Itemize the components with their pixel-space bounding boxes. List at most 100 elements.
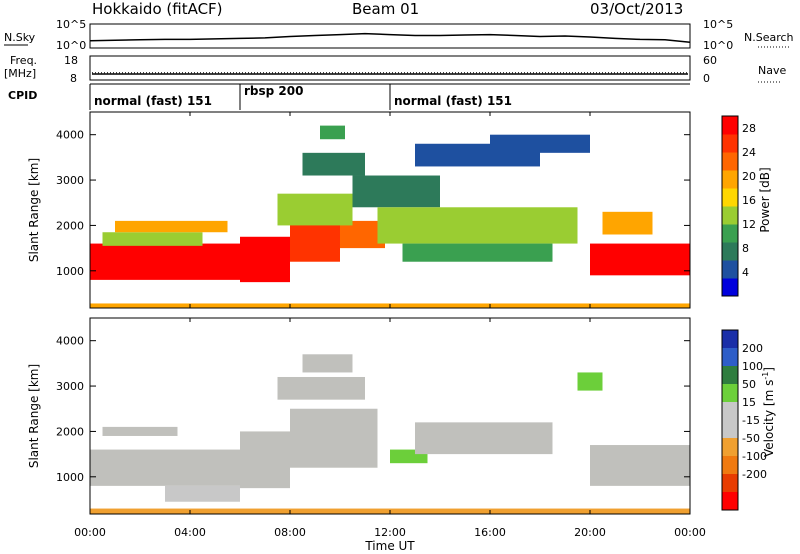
colorbar-tick-label: 15 xyxy=(742,396,756,409)
nave-tick-top: 60 xyxy=(703,54,717,67)
heatmap-region xyxy=(590,445,690,486)
heatmap-region xyxy=(165,485,240,502)
heatmap-region xyxy=(490,134,590,153)
velocity-colorbar-title: Velocity [m s-1] xyxy=(761,367,776,457)
x-tick-label: 00:00 xyxy=(74,526,106,539)
heatmap-region xyxy=(115,220,228,233)
colorbar-swatch xyxy=(722,420,738,439)
heatmap-region xyxy=(590,243,690,276)
nave-label: Nave xyxy=(758,64,786,77)
colorbar-swatch xyxy=(722,492,738,511)
heatmap-region xyxy=(377,207,578,244)
cpid-segment-label: normal (fast) 151 xyxy=(394,94,512,108)
y-tick-label: 1000 xyxy=(56,471,84,484)
date-title: 03/Oct/2013 xyxy=(590,0,683,18)
heatmap-region xyxy=(277,376,365,400)
colorbar-swatch xyxy=(722,188,738,207)
colorbar-swatch xyxy=(722,438,738,457)
heatmap-region xyxy=(102,232,203,246)
nsky-label: N.Sky xyxy=(4,31,36,44)
colorbar-swatch xyxy=(722,242,738,261)
heatmap-region xyxy=(352,175,440,208)
colorbar-tick-label: -15 xyxy=(742,414,760,427)
freq-label: Freq. xyxy=(10,54,37,67)
heatmap-region xyxy=(90,449,240,486)
colorbar-tick-label: -100 xyxy=(742,450,767,463)
beam-title: Beam 01 xyxy=(352,0,419,18)
colorbar-tick-label: 28 xyxy=(742,122,756,135)
x-tick-label: 12:00 xyxy=(374,526,406,539)
colorbar-swatch xyxy=(722,384,738,403)
heatmap-region xyxy=(240,431,290,489)
x-tick-label: 16:00 xyxy=(474,526,506,539)
colorbar-tick-label: 200 xyxy=(742,342,763,355)
heatmap-region xyxy=(415,422,553,455)
heatmap-region xyxy=(102,426,178,436)
freq-units-label: [MHz] xyxy=(4,67,36,80)
colorbar-swatch xyxy=(722,116,738,135)
colorbar-tick-label: 4 xyxy=(742,266,749,279)
nsky-panel-frame xyxy=(89,23,691,49)
y-tick-label: 1000 xyxy=(56,265,84,278)
x-tick-label: 08:00 xyxy=(274,526,306,539)
power-y-title: Slant Range [km] xyxy=(27,158,41,262)
colorbar-tick-label: 12 xyxy=(742,218,756,231)
x-axis-title: Time UT xyxy=(364,539,415,553)
colorbar-swatch xyxy=(722,170,738,189)
heatmap-region xyxy=(290,220,340,262)
x-tick-label: 04:00 xyxy=(174,526,206,539)
nsky-tick-bottom: 10^0 xyxy=(56,39,86,52)
nsky-series-line xyxy=(89,32,691,43)
nsky-tick-top: 10^5 xyxy=(56,18,86,31)
nsearch-tick-top: 10^5 xyxy=(703,18,733,31)
colorbar-tick-label: 24 xyxy=(742,146,756,159)
y-tick-label: 2000 xyxy=(56,425,84,438)
power-y-axis: 1000 2000 3000 4000 xyxy=(56,129,690,278)
heatmap-region xyxy=(577,372,603,391)
velocity-y-title: Slant Range [km] xyxy=(27,364,41,468)
cpid-segments: normal (fast) 151 rbsp 200 normal (fast) 1… xyxy=(89,84,512,110)
y-tick-label: 3000 xyxy=(56,174,84,187)
colorbar-tick-label: 50 xyxy=(742,378,756,391)
heatmap-region xyxy=(302,354,353,373)
heatmap-region xyxy=(302,152,365,176)
colorbar-swatch xyxy=(722,348,738,367)
heatmap-region xyxy=(402,243,553,262)
colorbar-swatch xyxy=(722,474,738,493)
station-title: Hokkaido (fitACF) xyxy=(92,0,223,18)
colorbar-swatch xyxy=(722,206,738,225)
colorbar-tick-label: 16 xyxy=(742,194,756,207)
y-tick-label: 4000 xyxy=(56,129,84,142)
heatmap-region xyxy=(602,211,653,235)
colorbar-swatch xyxy=(722,330,738,349)
power-heatmap xyxy=(90,125,690,308)
velocity-y-axis: 1000 2000 3000 4000 xyxy=(56,335,690,484)
heatmap-region xyxy=(290,408,378,468)
velocity-cb-sup: -1 xyxy=(761,372,770,380)
power-colorbar: 4 8 12 16 20 24 28 xyxy=(721,115,756,297)
y-tick-label: 2000 xyxy=(56,219,84,232)
velocity-cb-end: ] xyxy=(762,367,776,372)
freq-tick-bottom: 8 xyxy=(70,72,77,85)
colorbar-swatch xyxy=(722,224,738,243)
nsearch-tick-bottom: 10^0 xyxy=(703,39,733,52)
cpid-segment-label: normal (fast) 151 xyxy=(94,94,212,108)
y-tick-label: 4000 xyxy=(56,335,84,348)
velocity-cb-main: Velocity [m s xyxy=(762,380,776,457)
colorbar-swatch xyxy=(722,366,738,385)
velocity-colorbar: 200 100 50 15 -15 -50 -100 -200 xyxy=(721,329,767,511)
colorbar-tick-label: -200 xyxy=(742,468,767,481)
colorbar-tick-label: -50 xyxy=(742,432,760,445)
time-axis: 00:00 04:00 08:00 12:00 16:00 20:00 00:00 xyxy=(74,112,706,539)
velocity-heatmap xyxy=(90,354,690,514)
cpid-label: CPID xyxy=(8,89,37,102)
colorbar-swatch xyxy=(722,402,738,421)
colorbar-frame xyxy=(721,329,739,511)
cpid-segment-label: rbsp 200 xyxy=(244,84,303,98)
nsearch-label: N.Search xyxy=(744,31,794,44)
power-colorbar-title: Power [dB] xyxy=(758,167,772,232)
colorbar-swatch xyxy=(722,134,738,153)
nave-tick-bottom: 0 xyxy=(703,72,710,85)
colorbar-tick-label: 100 xyxy=(742,360,763,373)
